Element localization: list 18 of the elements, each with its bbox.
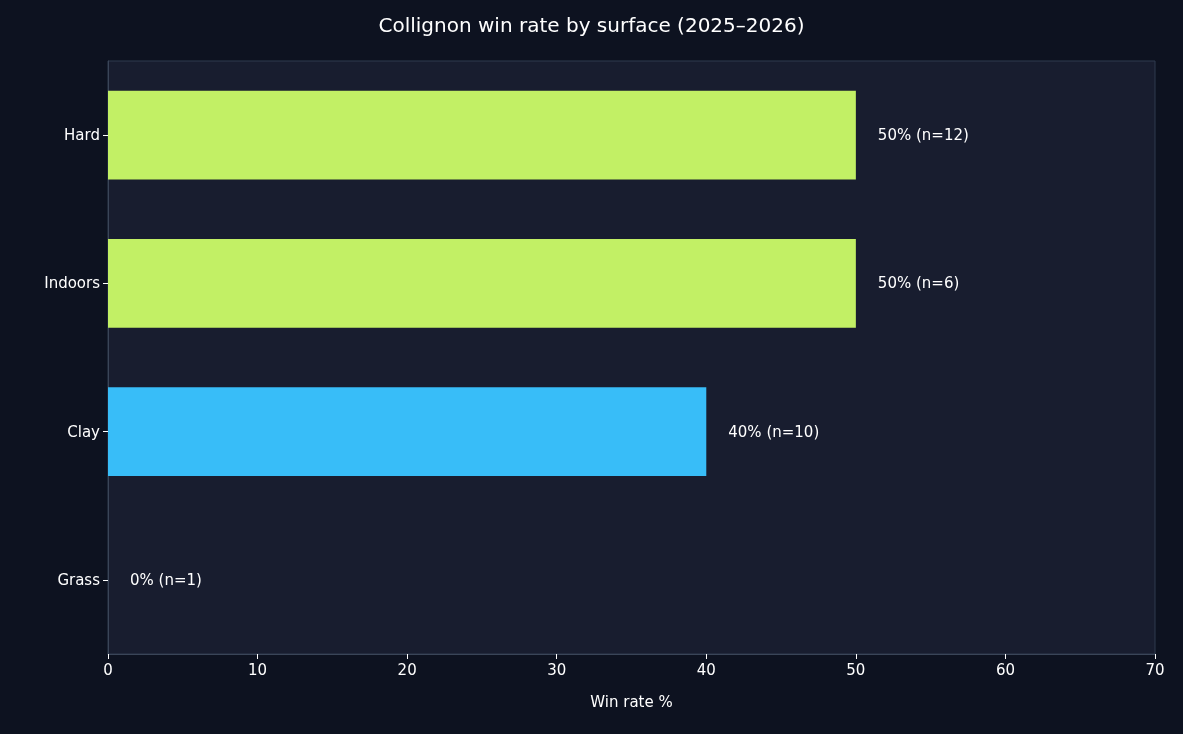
x-tick-label: 20	[397, 660, 417, 679]
data-label: 0% (n=1)	[130, 570, 202, 589]
chart-title: Collignon win rate by surface (2025–2026)	[378, 13, 805, 37]
y-tick-label: Indoors	[44, 274, 101, 293]
x-tick-label: 10	[248, 660, 268, 679]
data-label: 50% (n=12)	[877, 126, 969, 145]
x-tick-label: 50	[846, 660, 866, 679]
x-tick-label: 40	[696, 660, 716, 679]
x-tick-label: 30	[547, 660, 567, 679]
x-tick-label: 60	[995, 660, 1015, 679]
data-label: 50% (n=6)	[877, 274, 960, 293]
x-axis-title: Win rate %	[590, 692, 673, 711]
y-tick-label: Grass	[57, 570, 101, 589]
x-tick-label: 0	[103, 660, 113, 679]
data-label: 40% (n=10)	[728, 422, 820, 441]
x-tick-label: 70	[1145, 660, 1165, 679]
y-tick-label: Clay	[67, 422, 101, 441]
y-tick-label: Hard	[64, 126, 100, 145]
